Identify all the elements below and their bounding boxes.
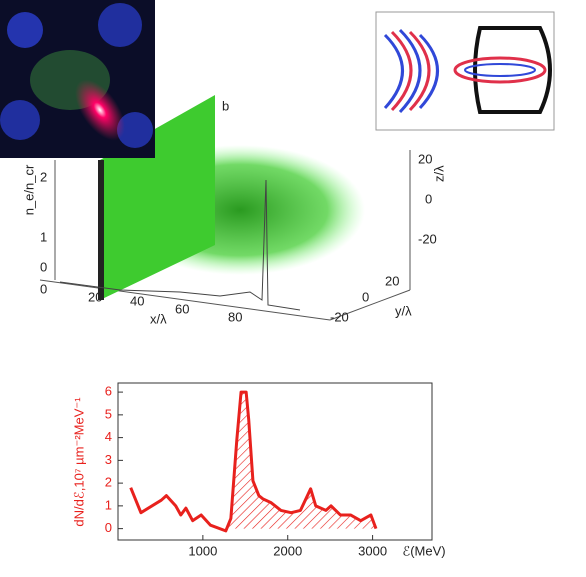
x-tick-label: 3000 (358, 543, 387, 558)
axis-label: z/λ (431, 165, 446, 182)
tick-label: 20 (418, 151, 432, 166)
spectrum-line (129, 390, 378, 533)
y-tick-label: 5 (105, 406, 112, 421)
x-axis-label: ℰ(MeV) (402, 543, 445, 558)
tick-label: -20 (330, 309, 349, 324)
tick-label: 0 (40, 281, 47, 296)
plot-frame (117, 382, 433, 541)
tick-label: 0 (362, 289, 369, 304)
tick-label: 20 (385, 273, 399, 288)
y-tick-label: 4 (105, 429, 112, 444)
y-tick-label: 6 (105, 384, 112, 399)
y-axis-label: dN/dℰ,10⁷ µm⁻²MeV⁻¹ (71, 397, 86, 527)
x-tick-label: 1000 (188, 543, 217, 558)
panel-label: b (222, 98, 229, 113)
tick-label: 60 (175, 301, 189, 316)
axis-label: x/λ (150, 311, 167, 326)
tick-label: 80 (228, 309, 242, 324)
tick-label: 2 (40, 169, 47, 184)
tick-label: 0 (425, 191, 432, 206)
y-tick-label: 1 (105, 497, 112, 512)
inset-image (0, 0, 155, 158)
y-tick-label: 3 (105, 452, 112, 467)
tick-label: 20 (88, 289, 102, 304)
tick-label: -20 (418, 231, 437, 246)
tick-label: 1 (40, 229, 47, 244)
axis-label: n_e/n_cr (21, 164, 36, 215)
inset-simulation (375, 11, 555, 131)
tick-label: 40 (130, 293, 144, 308)
axis-label: y/λ (395, 303, 412, 318)
y-tick-label: 2 (105, 475, 112, 490)
y-tick-label: 0 (105, 520, 112, 535)
x-tick-label: 2000 (273, 543, 302, 558)
tick-label: 0 (40, 259, 47, 274)
